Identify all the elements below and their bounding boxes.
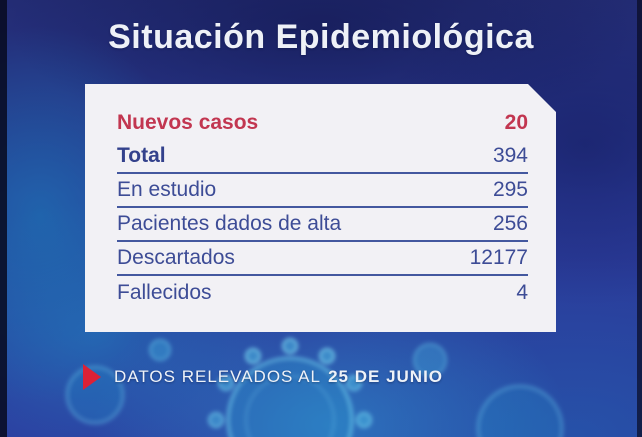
play-triangle-icon	[83, 364, 101, 390]
letterbox-right	[637, 0, 642, 437]
footer-date: 25 DE JUNIO	[328, 367, 444, 386]
row-label: Nuevos casos	[117, 111, 259, 134]
table-row-descartados: Descartados 12177	[117, 242, 528, 276]
row-label: Fallecidos	[117, 281, 212, 304]
row-value: 394	[492, 144, 528, 167]
row-value: 20	[504, 111, 528, 134]
row-label: Pacientes dados de alta	[117, 212, 342, 235]
table-row-fallecidos: Fallecidos 4	[117, 276, 528, 310]
row-value: 4	[516, 281, 528, 304]
row-value: 12177	[469, 246, 528, 269]
table-row-en-estudio: En estudio 295	[117, 174, 528, 208]
row-label: Total	[117, 144, 166, 167]
footer-prefix: DATOS RELEVADOS AL	[114, 367, 321, 386]
page-title: Situación Epidemiológica	[108, 18, 534, 56]
table-row-nuevos-casos: Nuevos casos 20	[117, 106, 528, 140]
table-row-pacientes-alta: Pacientes dados de alta 256	[117, 208, 528, 242]
row-value: 256	[492, 212, 528, 235]
footer-text: DATOS RELEVADOS AL 25 DE JUNIO	[114, 367, 443, 387]
table-row-total: Total 394	[117, 140, 528, 174]
row-value: 295	[492, 178, 528, 201]
row-label: En estudio	[117, 178, 217, 201]
letterbox-left	[0, 0, 7, 437]
footer-note: DATOS RELEVADOS AL 25 DE JUNIO	[83, 364, 443, 390]
row-label: Descartados	[117, 246, 235, 269]
stats-card: Nuevos casos 20 Total 394 En estudio 295…	[85, 84, 556, 332]
